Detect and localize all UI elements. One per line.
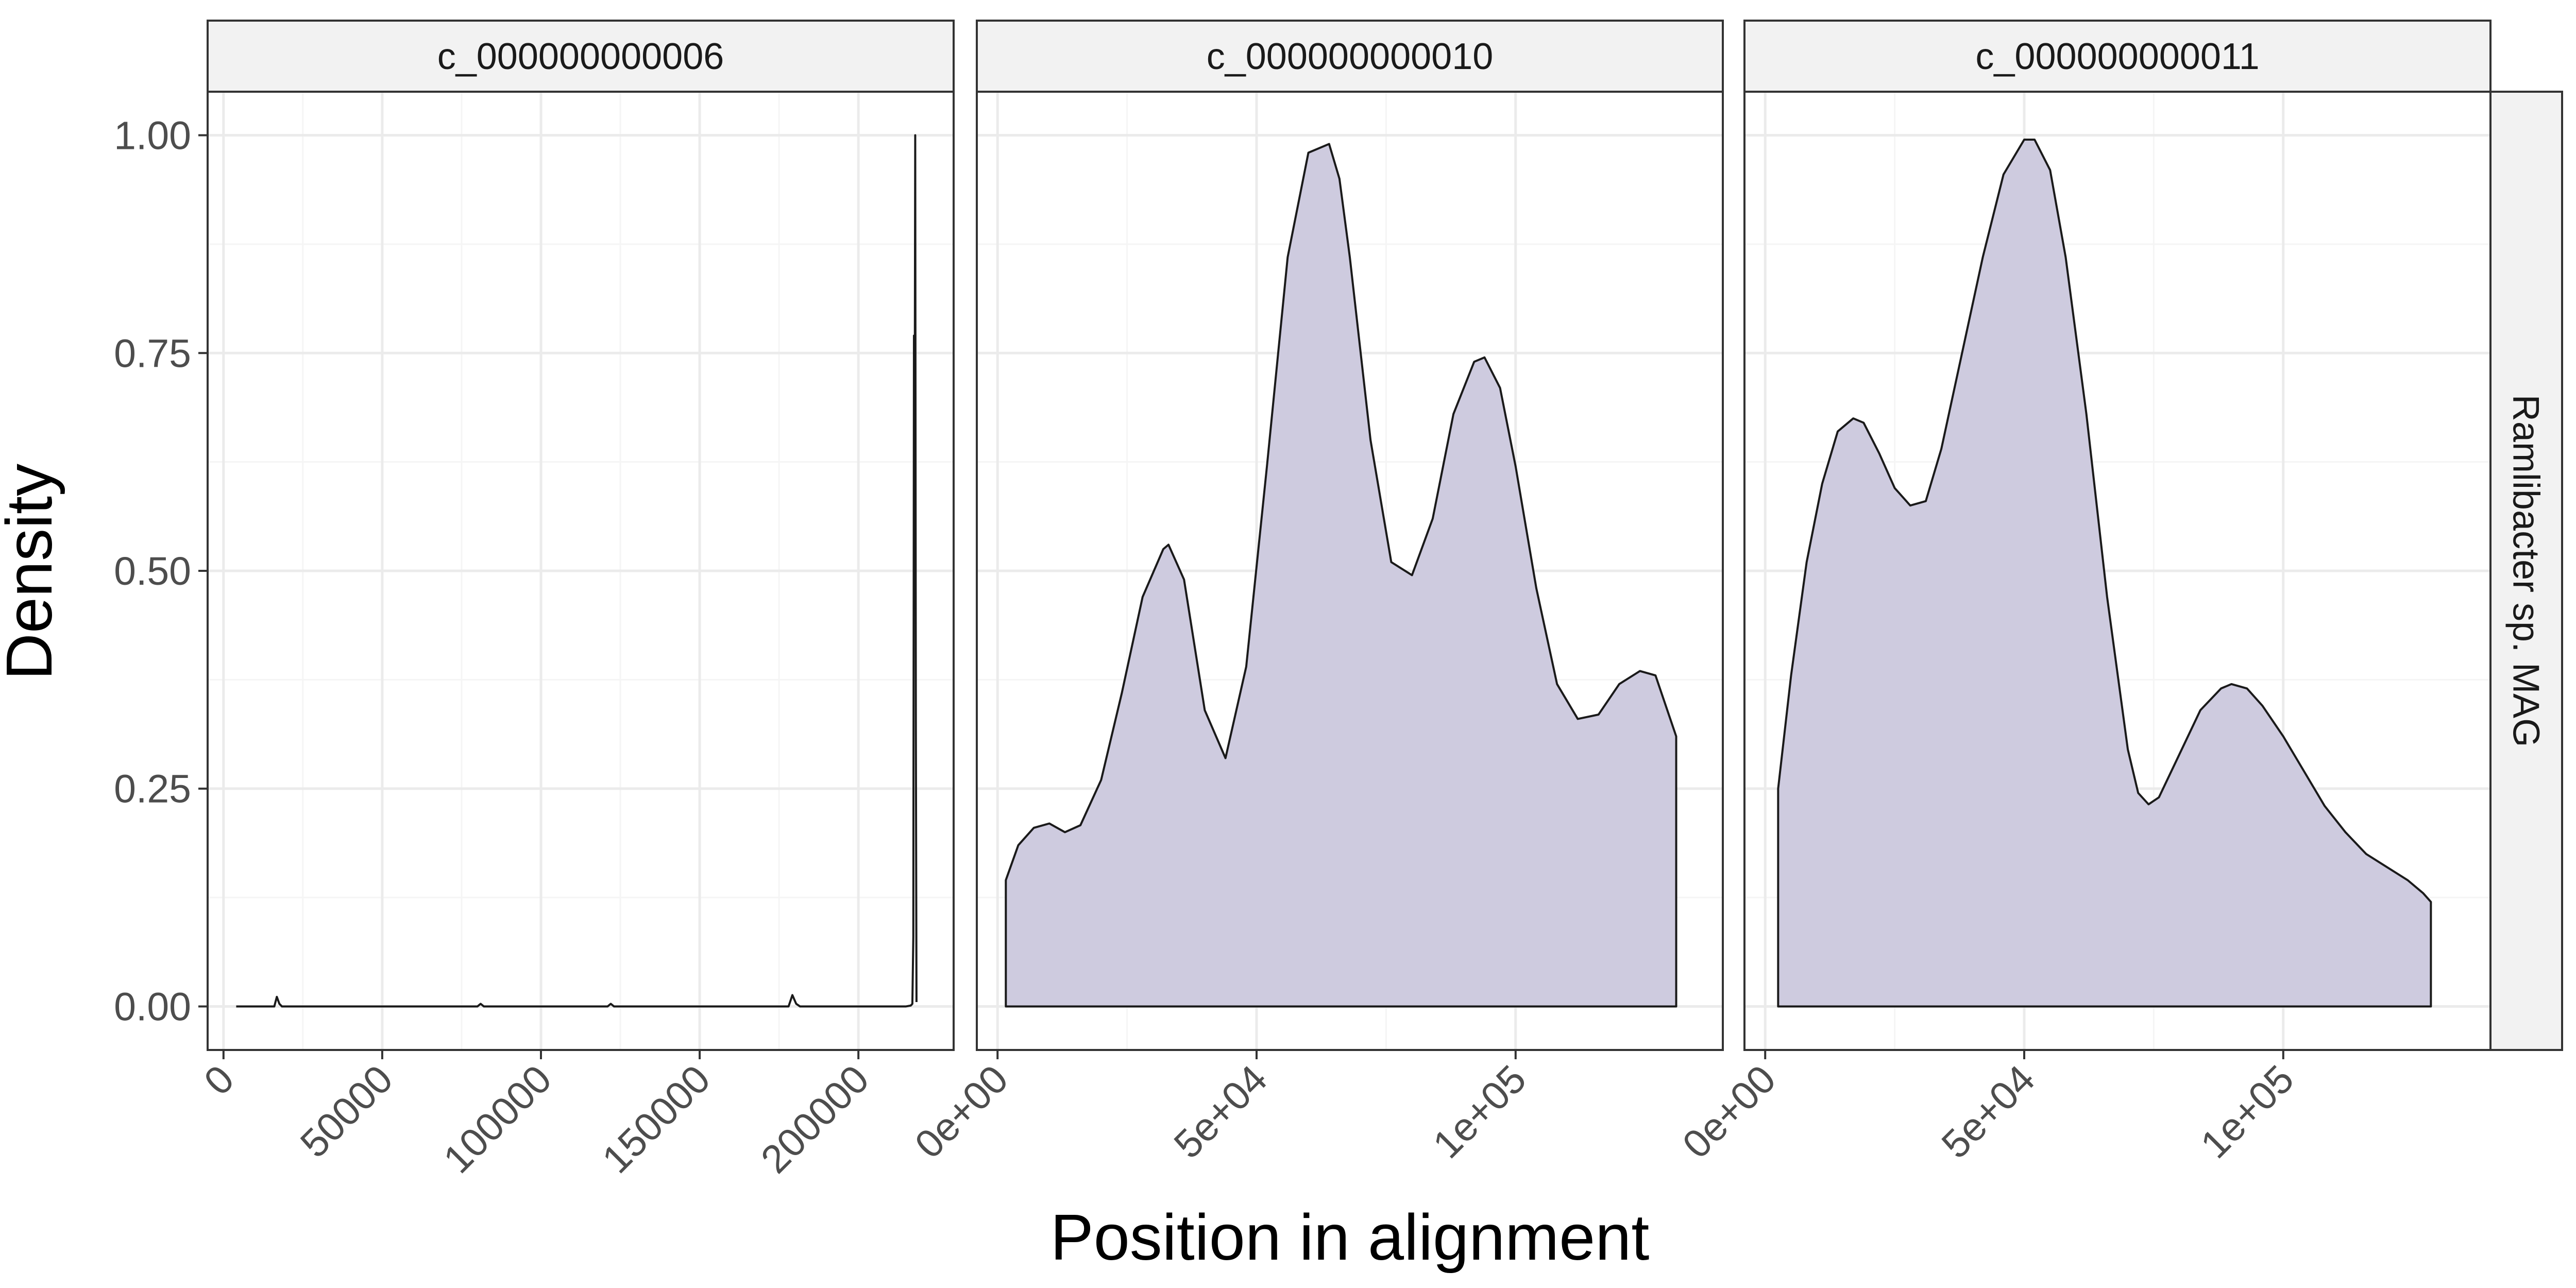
density-area <box>1777 139 2432 1008</box>
facet-strip <box>976 20 1724 93</box>
x-tick-label: 200000 <box>753 1057 878 1182</box>
x-axis-title: Position in alignment <box>1050 1201 1650 1274</box>
facet-panel-1: c_000000000006 0 50000 100000 150000 200000 0.… <box>114 20 955 1182</box>
facet-strip-label: c_000000000010 <box>1207 36 1494 77</box>
density-line <box>236 134 918 1008</box>
x-tick-label: 50000 <box>292 1057 401 1166</box>
x-tick-label: 0 <box>196 1057 243 1104</box>
y-tick-label: 0.75 <box>114 331 191 376</box>
row-strip-background <box>2489 91 2563 1051</box>
y-tick-label: 0.25 <box>114 767 191 811</box>
x-tick-label: 150000 <box>594 1057 719 1182</box>
density-area <box>1005 143 1677 1008</box>
x-tick-label: 0e+00 <box>907 1057 1017 1167</box>
x-tick-label: 0e+00 <box>1674 1057 1785 1167</box>
row-strip-label: Ramlibacter sp. MAG <box>2505 395 2547 747</box>
x-tick-label: 1e+05 <box>2192 1057 2302 1167</box>
y-axis-title: Density <box>0 464 65 680</box>
row-strip: Ramlibacter sp. MAG <box>2489 91 2563 1051</box>
y-tick-label: 0.50 <box>114 549 191 594</box>
x-tick-label: 1e+05 <box>1425 1057 1535 1167</box>
x-tick-label: 5e+04 <box>1933 1057 2043 1167</box>
facet-strip <box>1743 20 2492 93</box>
x-tick-label: 5e+04 <box>1165 1057 1276 1167</box>
y-tick-label: 0.00 <box>114 985 191 1029</box>
facet-strip-label: c_000000000011 <box>1975 36 2259 77</box>
facet-panel-2: c_000000000010 0e+00 5e+04 1e+05 <box>907 20 1724 1167</box>
facet-panel-3: c_000000000011 0e+00 5e+04 1e+05 <box>1674 20 2492 1167</box>
y-tick-label: 1.00 <box>114 114 191 158</box>
facet-strip-label: c_000000000006 <box>437 36 724 77</box>
x-tick-label: 100000 <box>435 1057 560 1182</box>
facet-strip <box>207 20 955 93</box>
